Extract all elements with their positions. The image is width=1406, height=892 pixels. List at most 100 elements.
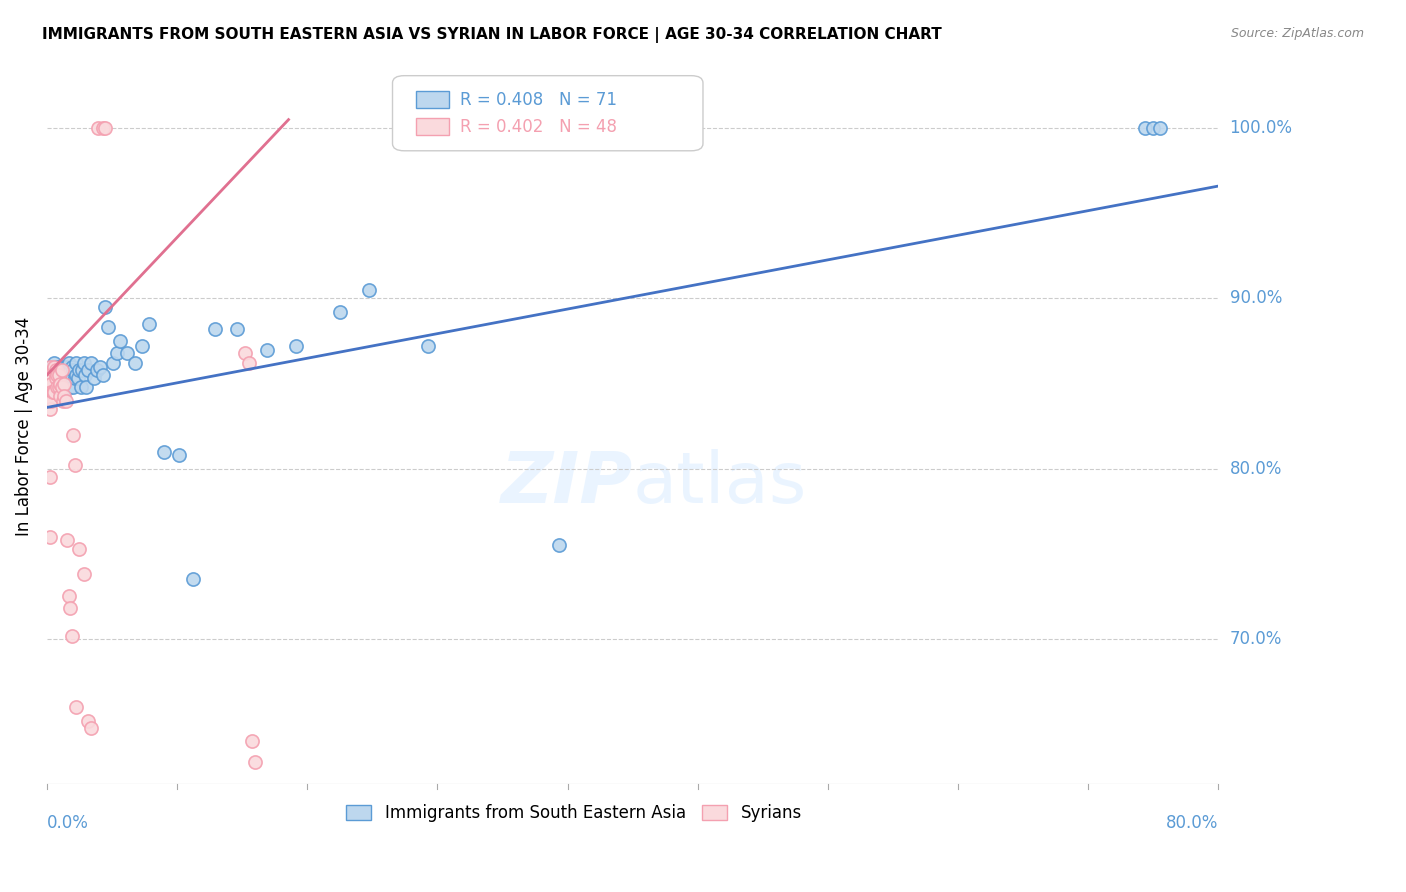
Point (58, 590, 80, 604)
Point (60, 629, 83, 643)
Point (59, 363, 82, 377)
Text: 100.0%: 100.0% (1230, 120, 1292, 137)
Text: 0.0%: 0.0% (46, 814, 89, 832)
Point (53, 368, 76, 383)
Y-axis label: In Labor Force | Age 30-34: In Labor Force | Age 30-34 (15, 317, 32, 536)
Point (38, 530, 60, 544)
Point (52, 393, 75, 408)
Point (83, 371, 105, 385)
Point (243, 755, 266, 769)
Point (62, 380, 84, 394)
Point (39, 393, 62, 408)
Point (131, 339, 153, 353)
Point (67, 363, 90, 377)
Point (80, 721, 103, 735)
Point (48, 380, 70, 394)
Point (48, 368, 70, 383)
Point (63, 458, 86, 473)
Point (77, 714, 100, 728)
Point (60, 359, 83, 374)
Point (62, 427, 84, 442)
Text: 70.0%: 70.0% (1230, 630, 1282, 648)
Point (204, 322, 226, 336)
Text: atlas: atlas (633, 449, 807, 518)
Text: 80.0%: 80.0% (1166, 814, 1219, 832)
Point (87, 121, 110, 136)
Point (65, 368, 87, 383)
Point (38, 376, 60, 391)
Point (80, 356, 103, 370)
Point (77, 363, 100, 377)
Point (51, 363, 73, 377)
Point (62, 363, 84, 377)
Point (49, 371, 72, 385)
Point (97, 320, 120, 334)
Point (233, 346, 256, 360)
Point (284, 339, 307, 353)
Point (42, 380, 65, 394)
Text: R = 0.402   N = 48: R = 0.402 N = 48 (460, 118, 617, 136)
Point (63, 371, 86, 385)
Point (39, 376, 62, 391)
Point (45, 371, 67, 385)
Point (39, 363, 62, 377)
Point (72, 567, 94, 582)
Point (53, 380, 76, 394)
Point (53, 376, 76, 391)
Point (105, 346, 128, 360)
Point (70, 363, 93, 377)
Point (108, 334, 131, 348)
Point (52, 371, 75, 385)
Point (153, 444, 176, 458)
Point (416, 339, 439, 353)
Point (55, 359, 77, 374)
Point (45, 363, 67, 377)
Point (73, 368, 96, 383)
Point (357, 283, 380, 297)
Text: ZIP: ZIP (501, 449, 633, 518)
Point (44, 356, 66, 370)
Point (38, 359, 60, 374)
Point (49, 388, 72, 402)
Point (59, 380, 82, 394)
Point (49, 376, 72, 391)
Text: 80.0%: 80.0% (1230, 459, 1282, 478)
Point (39, 368, 62, 383)
Point (44, 385, 66, 400)
Point (138, 317, 160, 331)
Point (329, 305, 352, 319)
Point (42, 363, 65, 377)
Point (39, 385, 62, 400)
Point (72, 356, 94, 370)
Text: R = 0.408   N = 71: R = 0.408 N = 71 (460, 91, 617, 109)
Point (56, 363, 79, 377)
Point (91, 368, 114, 383)
FancyBboxPatch shape (392, 76, 703, 151)
Point (52, 359, 75, 374)
Point (226, 322, 249, 336)
Point (38, 385, 60, 400)
Point (60, 371, 83, 385)
Point (55, 371, 77, 385)
Legend: Immigrants from South Eastern Asia, Syrians: Immigrants from South Eastern Asia, Syri… (340, 797, 808, 830)
Text: 90.0%: 90.0% (1230, 289, 1282, 308)
Point (38, 368, 60, 383)
Point (44, 359, 66, 374)
Point (240, 734, 263, 748)
Point (38, 402, 60, 417)
Point (94, 300, 117, 314)
Point (183, 573, 205, 587)
Text: IMMIGRANTS FROM SOUTH EASTERN ASIA VS SYRIAN IN LABOR FORCE | AGE 30-34 CORRELAT: IMMIGRANTS FROM SOUTH EASTERN ASIA VS SY… (42, 27, 942, 43)
Point (51, 363, 73, 377)
Point (45, 380, 67, 394)
Point (1149, 121, 1171, 136)
Point (51, 380, 73, 394)
Point (66, 371, 89, 385)
Point (46, 371, 69, 385)
Point (46, 380, 69, 394)
Point (124, 356, 146, 370)
Point (48, 380, 70, 394)
Point (55, 393, 77, 408)
Point (44, 368, 66, 383)
Point (94, 121, 117, 136)
